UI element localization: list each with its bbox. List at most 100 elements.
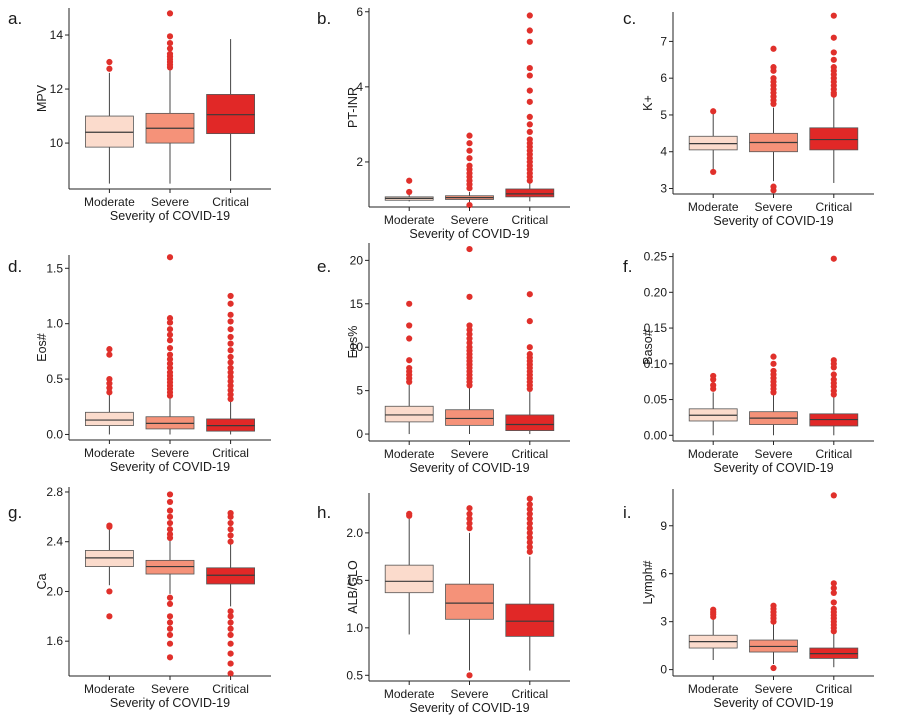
box-severe xyxy=(145,254,195,435)
outlier-point xyxy=(227,333,234,341)
panel-e: e. 0 5 10 15 20 Eos% Moderate Severe CriticalSeve… xyxy=(317,243,570,475)
iqr-box xyxy=(809,127,859,151)
y-axis-title: K+ xyxy=(641,95,655,111)
y-tick-label: 0 xyxy=(356,427,363,441)
outlier-point xyxy=(227,538,234,545)
panel-letter: d. xyxy=(8,257,22,276)
outlier-point xyxy=(106,375,113,383)
y-axis-title: Lymph# xyxy=(641,560,655,604)
box-critical xyxy=(206,39,256,181)
x-tick-label: Severe xyxy=(151,446,189,460)
outlier-point xyxy=(406,364,413,372)
outlier-point xyxy=(166,360,174,367)
outlier-point xyxy=(227,378,234,385)
outlier-point xyxy=(770,360,777,367)
outlier-point xyxy=(466,331,473,338)
y-axis-title: Ca xyxy=(35,573,49,589)
outlier-point xyxy=(466,515,473,522)
outlier-point xyxy=(526,12,533,19)
outlier-point xyxy=(227,300,234,307)
y-tick-label: 2.8 xyxy=(46,485,63,499)
x-axis-title: Severity of COVID-19 xyxy=(409,701,529,715)
y-tick-label: 12 xyxy=(50,82,64,96)
y-tick-label: 7 xyxy=(660,34,667,48)
panel-letter: i. xyxy=(623,503,632,522)
panel-a: a. 10 12 14 MPV Moderate Severe CriticalSeverit… xyxy=(8,8,271,223)
y-tick-label: 0 xyxy=(660,663,667,677)
x-axis-title: Severity of COVID-19 xyxy=(713,696,833,710)
outlier-point xyxy=(227,318,234,325)
outlier-point xyxy=(166,613,174,620)
x-tick-label: Moderate xyxy=(688,447,739,461)
outlier-point xyxy=(166,491,174,498)
outlier-point xyxy=(466,339,473,346)
iqr-box xyxy=(206,94,256,135)
x-tick-label: Moderate xyxy=(688,200,739,214)
box-critical xyxy=(206,292,256,435)
y-tick-label: 1.0 xyxy=(346,621,363,635)
panel-c: c. 3 4 5 6 7 K+ Moderate Severe CriticalSeverity … xyxy=(623,9,874,228)
x-tick-label: Severe xyxy=(151,682,189,696)
outlier-point xyxy=(830,49,837,56)
outlier-point xyxy=(770,353,777,360)
outlier-point xyxy=(830,12,837,19)
panel-letter: f. xyxy=(623,257,632,276)
y-tick-label: 0.20 xyxy=(644,285,668,299)
outlier-point xyxy=(166,319,174,326)
x-tick-label: Severe xyxy=(450,213,488,227)
outlier-point xyxy=(166,498,174,506)
outlier-point xyxy=(106,522,113,529)
y-tick-label: 0.5 xyxy=(46,372,63,386)
panel-letter: h. xyxy=(317,503,331,522)
y-tick-label: 10 xyxy=(50,136,64,150)
y-tick-label: 3 xyxy=(660,615,667,629)
x-axis-title: Severity of COVID-19 xyxy=(713,214,833,228)
x-axis-title: Severity of COVID-19 xyxy=(713,461,833,475)
outlier-point xyxy=(830,34,837,41)
outlier-point xyxy=(526,544,533,551)
outlier-point xyxy=(770,183,777,190)
outlier-point xyxy=(166,337,174,344)
outlier-point xyxy=(526,344,533,351)
y-tick-label: 4 xyxy=(660,145,667,159)
outlier-point xyxy=(466,245,473,253)
box-critical xyxy=(505,291,555,435)
y-tick-label: 0.0 xyxy=(46,427,63,441)
box-severe xyxy=(145,491,195,661)
iqr-box xyxy=(384,405,434,423)
outlier-point xyxy=(406,300,413,307)
outlier-point xyxy=(106,65,113,72)
iqr-box xyxy=(445,583,494,620)
x-tick-label: Severe xyxy=(754,682,792,696)
outlier-point xyxy=(830,64,837,71)
y-axis-title: Eos% xyxy=(346,326,360,359)
outlier-point xyxy=(166,600,174,607)
outlier-point xyxy=(227,347,234,354)
x-tick-label: Critical xyxy=(511,687,548,701)
outlier-point xyxy=(466,505,473,512)
outlier-point xyxy=(166,351,174,358)
outlier-point xyxy=(106,380,113,387)
box-severe xyxy=(445,132,494,209)
y-axis-title: PT-INR xyxy=(346,87,360,128)
y-tick-label: 5 xyxy=(356,384,363,398)
outlier-point xyxy=(526,64,533,72)
y-tick-label: 0.15 xyxy=(644,321,668,335)
outlier-point xyxy=(830,605,837,612)
outlier-point xyxy=(106,613,113,620)
outlier-point xyxy=(466,140,473,147)
y-tick-label: 14 xyxy=(50,28,64,42)
outlier-point xyxy=(526,548,533,555)
outlier-point xyxy=(526,534,533,541)
y-tick-label: 10 xyxy=(350,340,364,354)
x-axis-title: Severity of COVID-19 xyxy=(110,460,230,474)
outlier-point xyxy=(526,113,533,120)
outlier-point xyxy=(106,389,113,396)
outlier-point xyxy=(406,510,413,517)
x-axis-title: Severity of COVID-19 xyxy=(409,461,529,475)
box-moderate xyxy=(688,606,738,661)
outlier-point xyxy=(830,580,837,587)
outlier-point xyxy=(770,367,777,375)
box-moderate xyxy=(384,177,434,202)
outlier-point xyxy=(526,520,533,527)
